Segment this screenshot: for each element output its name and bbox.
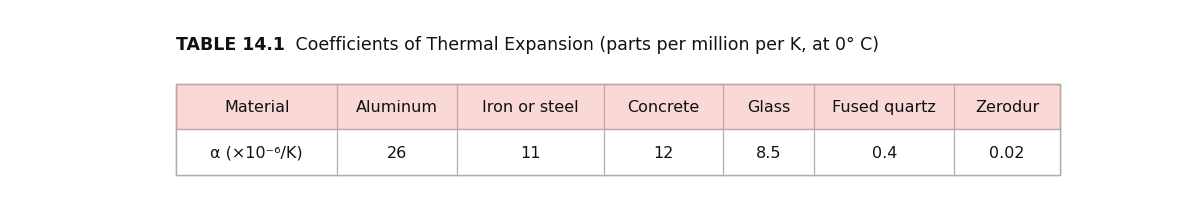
Text: 12: 12 <box>653 145 673 160</box>
Text: Coefficients of Thermal Expansion (parts per million per K, at 0° C): Coefficients of Thermal Expansion (parts… <box>289 35 878 53</box>
Text: Concrete: Concrete <box>628 100 700 114</box>
Text: TABLE 14.1: TABLE 14.1 <box>176 35 286 53</box>
Text: Zerodur: Zerodur <box>974 100 1039 114</box>
Text: Aluminum: Aluminum <box>356 100 438 114</box>
Text: α (×10⁻⁶/K): α (×10⁻⁶/K) <box>210 145 302 160</box>
Text: 26: 26 <box>386 145 407 160</box>
Bar <box>176 84 1060 175</box>
Text: Fused quartz: Fused quartz <box>833 100 936 114</box>
Text: 11: 11 <box>520 145 540 160</box>
Bar <box>176 84 1060 175</box>
Text: 0.4: 0.4 <box>871 145 896 160</box>
Bar <box>176 130 1060 175</box>
Text: 8.5: 8.5 <box>756 145 781 160</box>
Text: Material: Material <box>224 100 289 114</box>
Text: Glass: Glass <box>746 100 790 114</box>
Text: Iron or steel: Iron or steel <box>482 100 578 114</box>
Text: 0.02: 0.02 <box>989 145 1025 160</box>
